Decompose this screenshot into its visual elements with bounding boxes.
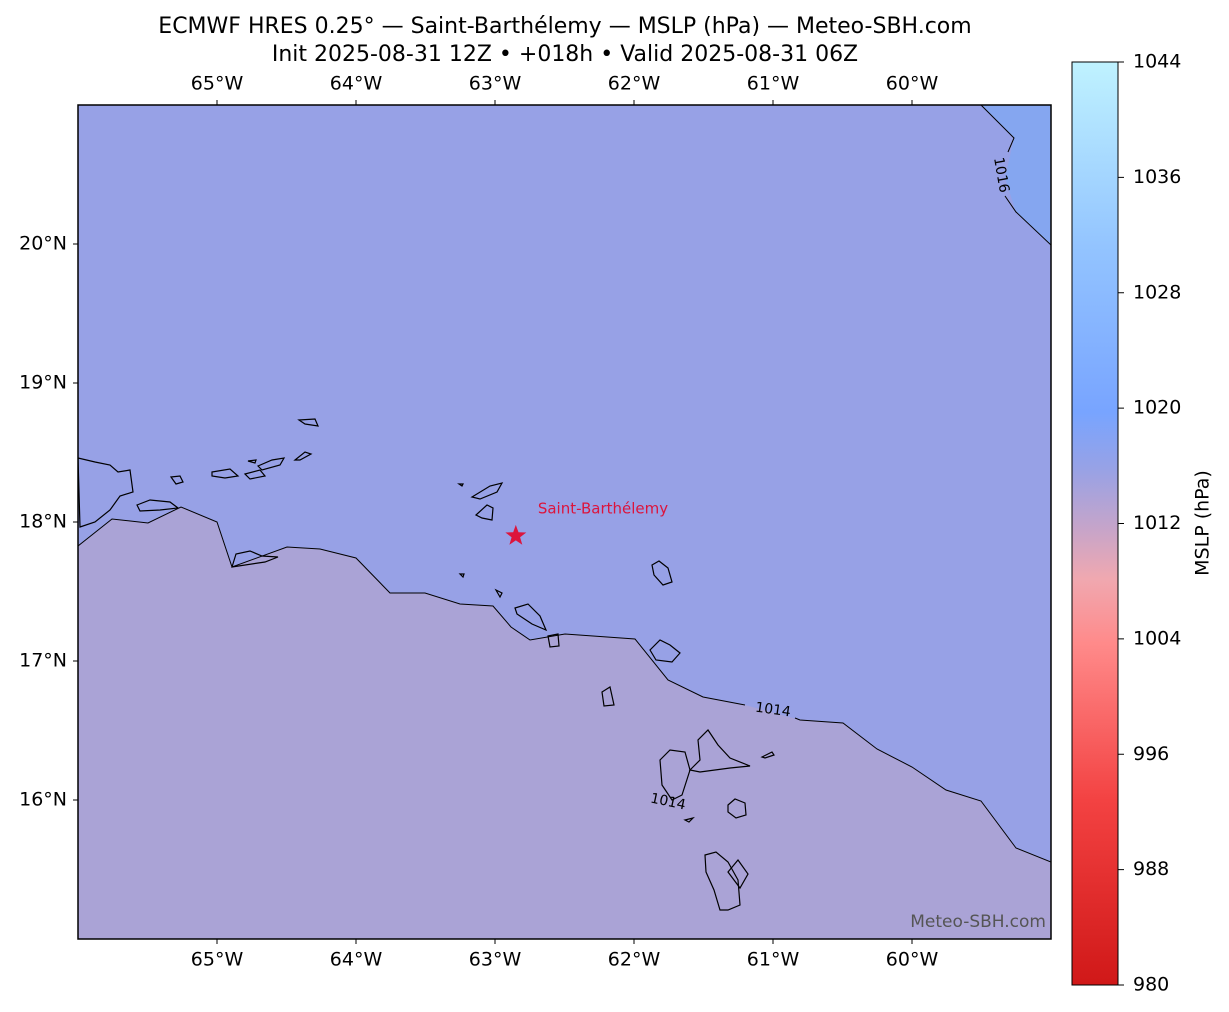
colorbar-tick-label: 1004 (1133, 627, 1181, 649)
colorbar-tick-label: 1012 (1133, 512, 1181, 534)
lon-label: 65°W (191, 73, 244, 95)
lon-label: 64°W (330, 949, 383, 971)
colorbar-tick-label: 1044 (1133, 51, 1181, 73)
pressure-field-low (78, 507, 1051, 939)
map: 1016 1014 1014 Meteo-SBH.com Saint-Barth… (78, 105, 1051, 939)
colorbar-tick-label: 980 (1133, 974, 1169, 996)
contour-label: 1014 (649, 790, 687, 813)
lon-label: 61°W (747, 949, 800, 971)
lon-label: 63°W (469, 949, 522, 971)
lon-label: 62°W (608, 949, 661, 971)
lon-label: 62°W (608, 73, 661, 95)
lat-label: 19°N (19, 372, 67, 394)
pressure-field-high (981, 105, 1051, 245)
colorbar-tick-label: 1028 (1133, 281, 1181, 303)
lon-label: 61°W (747, 73, 800, 95)
coastline (78, 418, 775, 911)
contour-label: 1016 (990, 156, 1012, 194)
watermark: Meteo-SBH.com (910, 912, 1046, 932)
colorbar-tick-label: 1036 (1133, 166, 1181, 188)
lat-label: 16°N (19, 789, 67, 811)
colorbar (1071, 61, 1119, 986)
lon-label: 60°W (886, 73, 939, 95)
colorbar-tick-label: 996 (1133, 743, 1169, 765)
location-label: Saint-Barthélemy (538, 499, 668, 517)
colorbar-label: MSLP (hPa) (1192, 470, 1214, 576)
contour-line (78, 506, 1051, 863)
lat-label: 20°N (19, 233, 67, 255)
lon-label: 60°W (886, 949, 939, 971)
lat-label: 17°N (19, 650, 67, 672)
lon-label: 65°W (191, 949, 244, 971)
location-marker (505, 524, 527, 545)
lat-label: 18°N (19, 511, 67, 533)
contour-line (980, 105, 1051, 246)
lon-label: 64°W (330, 73, 383, 95)
subtitle: Init 2025-08-31 12Z • +018h • Valid 2025… (272, 42, 858, 67)
colorbar-tick-label: 988 (1133, 858, 1169, 880)
contour-label: 1014 (754, 700, 792, 721)
colorbar-tick-label: 1020 (1133, 397, 1181, 419)
lon-label: 63°W (469, 73, 522, 95)
title: ECMWF HRES 0.25° — Saint-Barthélemy — MS… (158, 14, 971, 39)
